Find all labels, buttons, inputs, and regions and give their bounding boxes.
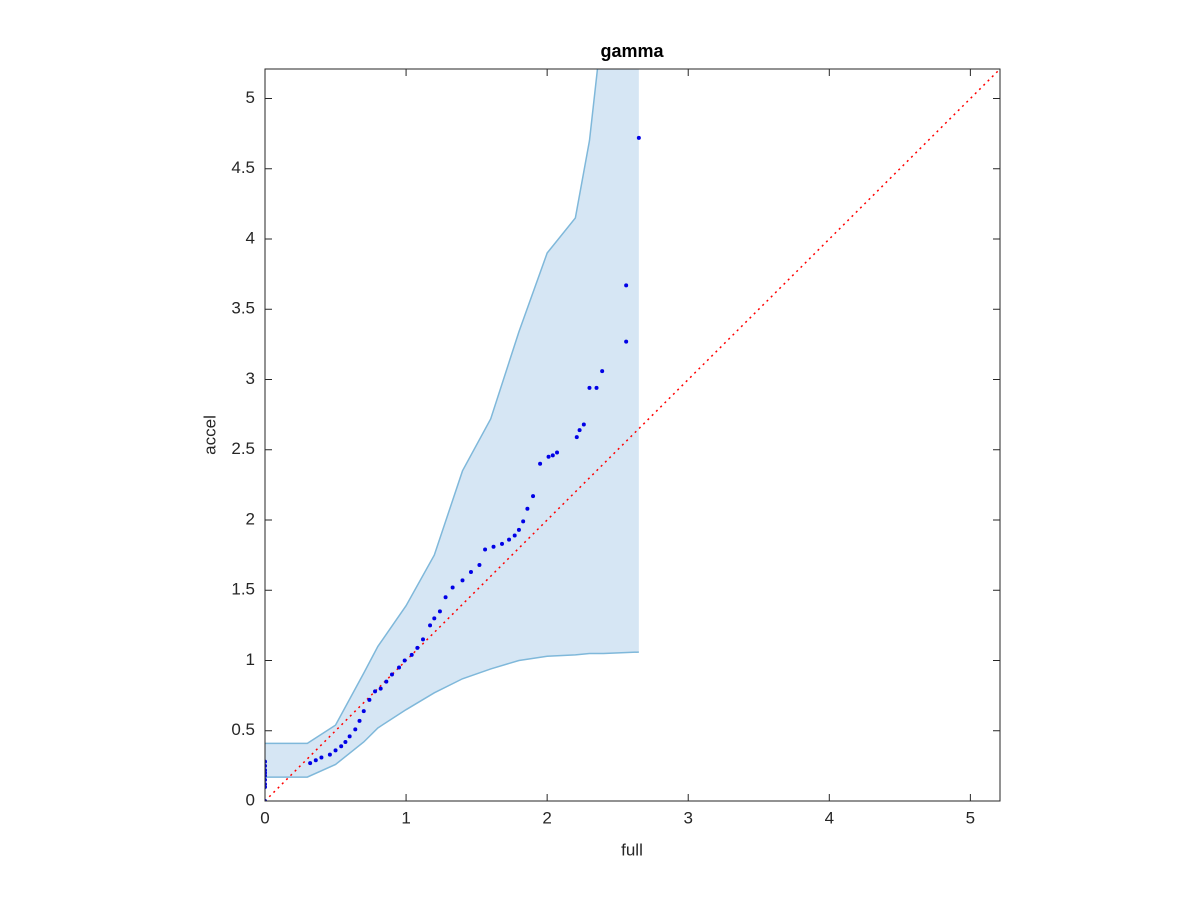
data-point <box>421 637 426 642</box>
data-point <box>525 506 530 511</box>
data-point <box>500 541 505 546</box>
data-point <box>491 544 496 549</box>
y-axis-label: accel <box>200 415 219 455</box>
data-point <box>555 450 560 455</box>
x-tick-label: 2 <box>542 808 551 827</box>
y-tick-label: 3 <box>246 369 255 388</box>
data-point <box>624 339 629 344</box>
data-point <box>357 718 362 723</box>
data-point <box>512 533 517 538</box>
data-point <box>333 748 338 753</box>
data-point <box>581 422 586 427</box>
y-tick-label: 0 <box>246 790 255 809</box>
data-point <box>550 453 555 458</box>
data-point <box>367 697 372 702</box>
data-point <box>546 454 551 459</box>
data-point <box>460 578 465 583</box>
data-point <box>402 658 407 663</box>
data-point <box>389 672 394 677</box>
chart-title: gamma <box>600 41 664 61</box>
data-point <box>361 709 366 714</box>
data-point <box>587 385 592 390</box>
y-tick-label: 1 <box>246 650 255 669</box>
y-tick-label: 2.5 <box>231 439 255 458</box>
y-tick-label: 5 <box>246 88 255 107</box>
axes-box <box>264 68 1001 802</box>
data-point <box>468 569 473 574</box>
data-point <box>308 761 313 766</box>
data-point <box>507 537 512 542</box>
x-tick-label: 0 <box>260 808 269 827</box>
data-point <box>409 652 414 657</box>
data-point <box>531 494 536 499</box>
data-point <box>516 527 521 532</box>
y-tick-label: 2 <box>246 509 255 528</box>
data-point <box>347 734 352 739</box>
data-point <box>538 461 543 466</box>
x-tick-label: 4 <box>825 808 834 827</box>
data-point <box>477 562 482 567</box>
data-point <box>428 623 433 628</box>
y-tick-label: 0.5 <box>231 720 255 739</box>
data-point <box>577 428 582 433</box>
data-point <box>624 283 629 288</box>
plot-area <box>265 69 1000 801</box>
data-point <box>415 645 420 650</box>
data-point <box>327 752 332 757</box>
data-point <box>437 609 442 614</box>
data-point <box>574 435 579 440</box>
y-tick-label: 1.5 <box>231 580 255 599</box>
data-point <box>483 547 488 552</box>
x-axis-label: full <box>621 840 643 859</box>
y-tick-label: 4.5 <box>231 158 255 177</box>
data-point <box>313 758 318 763</box>
data-point <box>384 679 389 684</box>
band-lower-edge <box>265 651 639 778</box>
x-tick-label: 3 <box>683 808 692 827</box>
data-point <box>521 519 526 524</box>
y-tick-label: 3.5 <box>231 299 255 318</box>
band-upper-edge <box>265 69 599 745</box>
data-point <box>353 727 358 732</box>
data-point <box>432 616 437 621</box>
data-point <box>378 686 383 691</box>
y-tick-label: 4 <box>246 228 255 247</box>
data-point <box>397 665 402 670</box>
data-point <box>594 385 599 390</box>
data-point <box>443 595 448 600</box>
data-point <box>319 755 324 760</box>
confidence-band <box>265 69 639 778</box>
data-point <box>636 135 641 140</box>
data-point <box>450 585 455 590</box>
data-point <box>600 369 605 374</box>
data-point <box>373 689 378 694</box>
x-tick-label: 1 <box>401 808 410 827</box>
data-point <box>339 744 344 749</box>
x-tick-label: 5 <box>966 808 975 827</box>
reference-line <box>265 69 1000 801</box>
data-point <box>343 739 348 744</box>
